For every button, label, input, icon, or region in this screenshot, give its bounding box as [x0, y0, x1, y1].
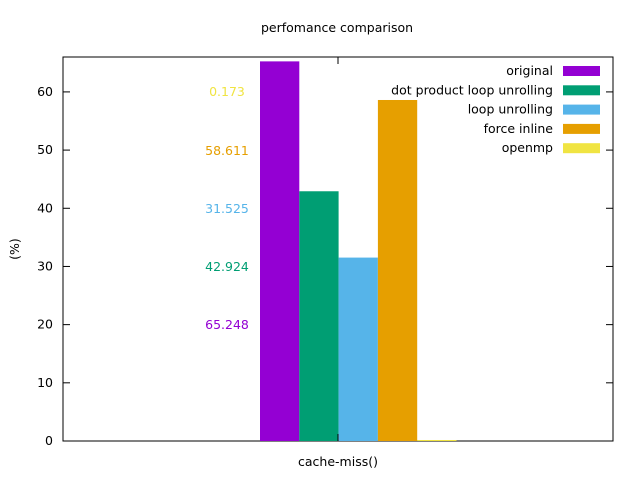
y-tick-label: 10 [37, 375, 53, 390]
bar-original [260, 61, 300, 441]
bars [260, 61, 457, 442]
value-label-loop-unrolling: 31.525 [205, 201, 249, 216]
value-label-openmp: 0.173 [209, 84, 245, 99]
y-tick-label: 30 [37, 258, 53, 273]
legend-label-force-inline: force inline [484, 121, 554, 136]
bar-openmp [417, 439, 457, 441]
legend-swatch-original [563, 66, 600, 76]
legend-label-openmp: openmp [502, 140, 553, 155]
value-label-original: 65.248 [205, 317, 249, 332]
value-labels: 65.248 42.924 31.525 58.611 0.173 [205, 84, 249, 332]
legend-swatch-loop-unrolling [563, 104, 600, 115]
chart-title: perfomance comparison [261, 20, 413, 35]
legend-swatch-openmp [563, 143, 600, 154]
value-label-dot-product-loop-unrolling: 42.924 [205, 259, 249, 274]
x-tick-label: cache-miss() [298, 454, 378, 469]
legend-swatch-dot-product-loop-unrolling [563, 85, 600, 96]
legend-label-dot-product-loop-unrolling: dot product loop unrolling [391, 82, 553, 97]
y-axis-label: (%) [7, 238, 22, 260]
legend-label-loop-unrolling: loop unrolling [468, 102, 553, 117]
bar-dot-product-loop-unrolling [299, 191, 339, 441]
y-tick-label: 50 [37, 142, 53, 157]
y-axis-ticks: 0 10 20 30 40 50 60 [37, 84, 613, 448]
legend-swatch-force-inline [563, 123, 600, 134]
y-tick-label: 20 [37, 317, 53, 332]
legend: original dot product loop unrolling loop u… [391, 63, 600, 155]
value-label-force-inline: 58.611 [205, 143, 249, 158]
legend-label-original: original [506, 63, 553, 78]
x-axis-ticks: cache-miss() [298, 57, 378, 469]
y-tick-label: 60 [37, 84, 53, 99]
y-tick-label: 40 [37, 200, 53, 215]
bar-loop-unrolling [338, 257, 378, 441]
y-tick-label: 0 [45, 433, 53, 448]
bar-force-inline [377, 99, 418, 442]
